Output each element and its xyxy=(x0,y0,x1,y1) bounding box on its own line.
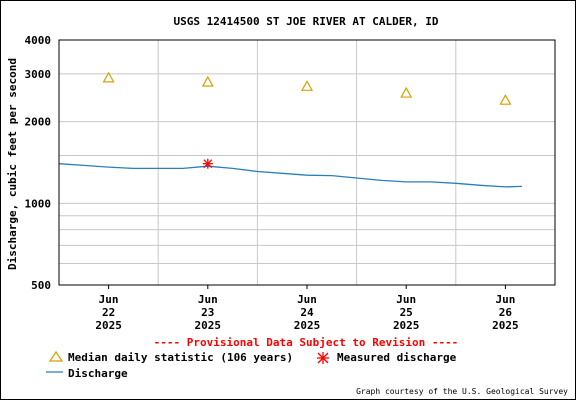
x-tick-label-month: Jun xyxy=(396,293,416,306)
median-marker xyxy=(201,75,214,87)
x-tick-label-month: Jun xyxy=(198,293,218,306)
x-tick-label-day: 23 xyxy=(201,306,214,319)
y-tick-label: 2000 xyxy=(25,116,52,129)
legend-median-marker xyxy=(48,350,64,362)
x-axis-ticks: Jun222025Jun232025Jun242025Jun252025Jun2… xyxy=(95,285,519,332)
y-axis-ticks: 4000 3000 2000 1000 500 xyxy=(25,34,52,292)
legend-median-label: Median daily statistic (106 years) xyxy=(68,351,293,364)
x-tick-label-year: 2025 xyxy=(95,319,122,332)
x-tick-label-day: 25 xyxy=(400,306,413,319)
x-tick-label-year: 2025 xyxy=(195,319,222,332)
x-tick-label-month: Jun xyxy=(297,293,317,306)
x-tick-label-month: Jun xyxy=(495,293,515,306)
measured-marker xyxy=(202,158,213,169)
graph-credit: Graph courtesy of the U.S. Geological Su… xyxy=(356,387,568,396)
x-tick-label-day: 24 xyxy=(300,306,314,319)
y-tick-label: 500 xyxy=(31,279,51,292)
median-marker xyxy=(499,93,512,105)
median-marker xyxy=(400,86,413,98)
x-tick-label-month: Jun xyxy=(99,293,119,306)
discharge-line xyxy=(58,163,522,188)
y-tick-label: 4000 xyxy=(25,34,52,47)
y-tick-label: 1000 xyxy=(25,197,52,210)
y-tick-label: 3000 xyxy=(25,68,52,81)
legend-measured-marker xyxy=(317,352,329,364)
series-layer xyxy=(58,71,522,188)
legend-measured-label: Measured discharge xyxy=(337,351,457,364)
legend-discharge-label: Discharge xyxy=(68,367,128,380)
median-marker xyxy=(102,71,115,83)
provisional-notice: ---- Provisional Data Subject to Revisio… xyxy=(154,336,459,349)
x-tick-label-day: 26 xyxy=(499,306,513,319)
x-tick-label-year: 2025 xyxy=(294,319,321,332)
x-tick-label-year: 2025 xyxy=(492,319,519,332)
x-tick-label-year: 2025 xyxy=(393,319,420,332)
plot-area xyxy=(58,39,556,286)
chart-title: USGS 12414500 ST JOE RIVER AT CALDER, ID xyxy=(174,15,439,28)
x-tick-label-day: 22 xyxy=(102,306,115,319)
legend: Median daily statistic (106 years) Measu… xyxy=(46,350,457,380)
median-marker xyxy=(300,80,314,91)
y-axis-label: Discharge, cubic feet per second xyxy=(6,58,19,270)
